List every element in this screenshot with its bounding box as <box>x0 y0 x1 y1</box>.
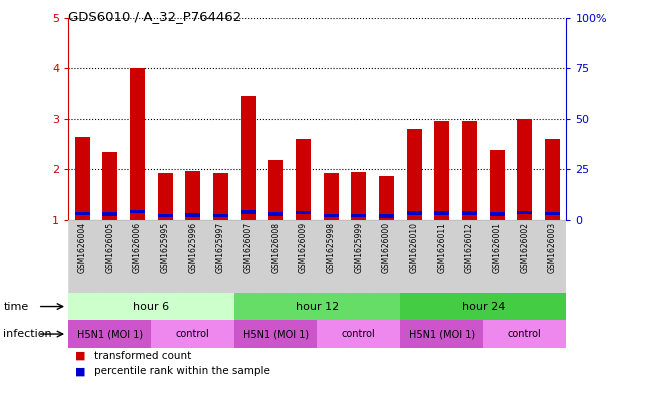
Bar <box>462 211 477 215</box>
Bar <box>268 160 283 220</box>
Bar <box>490 150 505 220</box>
Bar <box>483 220 511 293</box>
Bar <box>345 220 372 293</box>
Bar <box>207 220 234 293</box>
Bar <box>317 320 400 348</box>
Bar <box>158 214 173 217</box>
Text: control: control <box>508 329 542 339</box>
Text: control: control <box>342 329 376 339</box>
Text: percentile rank within the sample: percentile rank within the sample <box>94 366 270 376</box>
Bar <box>379 214 394 218</box>
Bar <box>518 119 533 220</box>
Bar <box>400 293 566 320</box>
Text: transformed count: transformed count <box>94 351 191 361</box>
Bar <box>352 172 367 220</box>
Bar <box>545 139 560 220</box>
Bar <box>151 320 234 348</box>
Bar <box>179 220 206 293</box>
Bar <box>151 220 179 293</box>
Bar <box>434 211 449 215</box>
Bar <box>213 214 228 217</box>
Text: GSM1625998: GSM1625998 <box>327 222 336 273</box>
Text: GSM1626002: GSM1626002 <box>520 222 529 273</box>
Bar <box>407 211 422 215</box>
Bar <box>290 220 317 293</box>
Bar <box>75 137 90 220</box>
Text: hour 12: hour 12 <box>296 301 339 312</box>
Bar <box>130 68 145 220</box>
Bar <box>434 121 449 220</box>
Bar <box>296 139 311 220</box>
Text: GSM1626006: GSM1626006 <box>133 222 142 274</box>
Text: GSM1626007: GSM1626007 <box>243 222 253 274</box>
Text: GSM1626011: GSM1626011 <box>437 222 447 273</box>
Bar <box>262 220 290 293</box>
Text: GSM1626001: GSM1626001 <box>493 222 502 273</box>
Bar <box>456 220 483 293</box>
Bar <box>186 213 201 217</box>
Bar <box>68 220 96 293</box>
Bar <box>372 220 400 293</box>
Bar <box>400 220 428 293</box>
Text: H5N1 (MOI 1): H5N1 (MOI 1) <box>243 329 309 339</box>
Text: time: time <box>3 301 29 312</box>
Bar <box>352 214 367 217</box>
Text: H5N1 (MOI 1): H5N1 (MOI 1) <box>77 329 143 339</box>
Bar <box>213 173 228 220</box>
Bar <box>268 212 283 216</box>
Bar <box>462 121 477 220</box>
Bar <box>234 320 318 348</box>
Bar <box>518 211 533 214</box>
Text: GSM1626009: GSM1626009 <box>299 222 308 274</box>
Bar <box>186 171 201 220</box>
Text: GSM1626005: GSM1626005 <box>105 222 115 274</box>
Bar <box>241 96 256 220</box>
Bar <box>324 173 339 220</box>
Bar <box>102 212 117 216</box>
Bar <box>234 293 400 320</box>
Bar <box>539 220 566 293</box>
Bar <box>68 293 234 320</box>
Bar <box>428 220 456 293</box>
Bar <box>75 212 90 215</box>
Text: ■: ■ <box>75 366 85 376</box>
Text: GSM1626010: GSM1626010 <box>409 222 419 273</box>
Text: GSM1625996: GSM1625996 <box>188 222 197 274</box>
Text: GSM1626004: GSM1626004 <box>77 222 87 274</box>
Bar <box>158 173 173 220</box>
Text: GSM1626008: GSM1626008 <box>271 222 281 273</box>
Bar <box>490 212 505 216</box>
Text: GSM1625995: GSM1625995 <box>161 222 170 274</box>
Text: hour 24: hour 24 <box>462 301 505 312</box>
Text: hour 6: hour 6 <box>133 301 169 312</box>
Text: ■: ■ <box>75 351 85 361</box>
Bar <box>379 176 394 220</box>
Text: GDS6010 / A_32_P764462: GDS6010 / A_32_P764462 <box>68 10 242 23</box>
Bar <box>102 152 117 220</box>
Text: H5N1 (MOI 1): H5N1 (MOI 1) <box>409 329 475 339</box>
Text: control: control <box>176 329 210 339</box>
Bar <box>407 129 422 220</box>
Text: GSM1626000: GSM1626000 <box>382 222 391 274</box>
Bar <box>324 214 339 217</box>
Bar <box>296 211 311 214</box>
Bar <box>317 220 345 293</box>
Bar <box>511 220 539 293</box>
Bar <box>96 220 124 293</box>
Bar <box>241 210 256 214</box>
Bar <box>483 320 566 348</box>
Text: GSM1626003: GSM1626003 <box>548 222 557 274</box>
Bar <box>545 212 560 215</box>
Text: GSM1625999: GSM1625999 <box>354 222 363 274</box>
Bar <box>130 210 145 213</box>
Bar <box>234 220 262 293</box>
Bar <box>68 320 151 348</box>
Text: GSM1625997: GSM1625997 <box>216 222 225 274</box>
Text: GSM1626012: GSM1626012 <box>465 222 474 273</box>
Bar <box>400 320 483 348</box>
Bar <box>124 220 151 293</box>
Text: infection: infection <box>3 329 52 339</box>
